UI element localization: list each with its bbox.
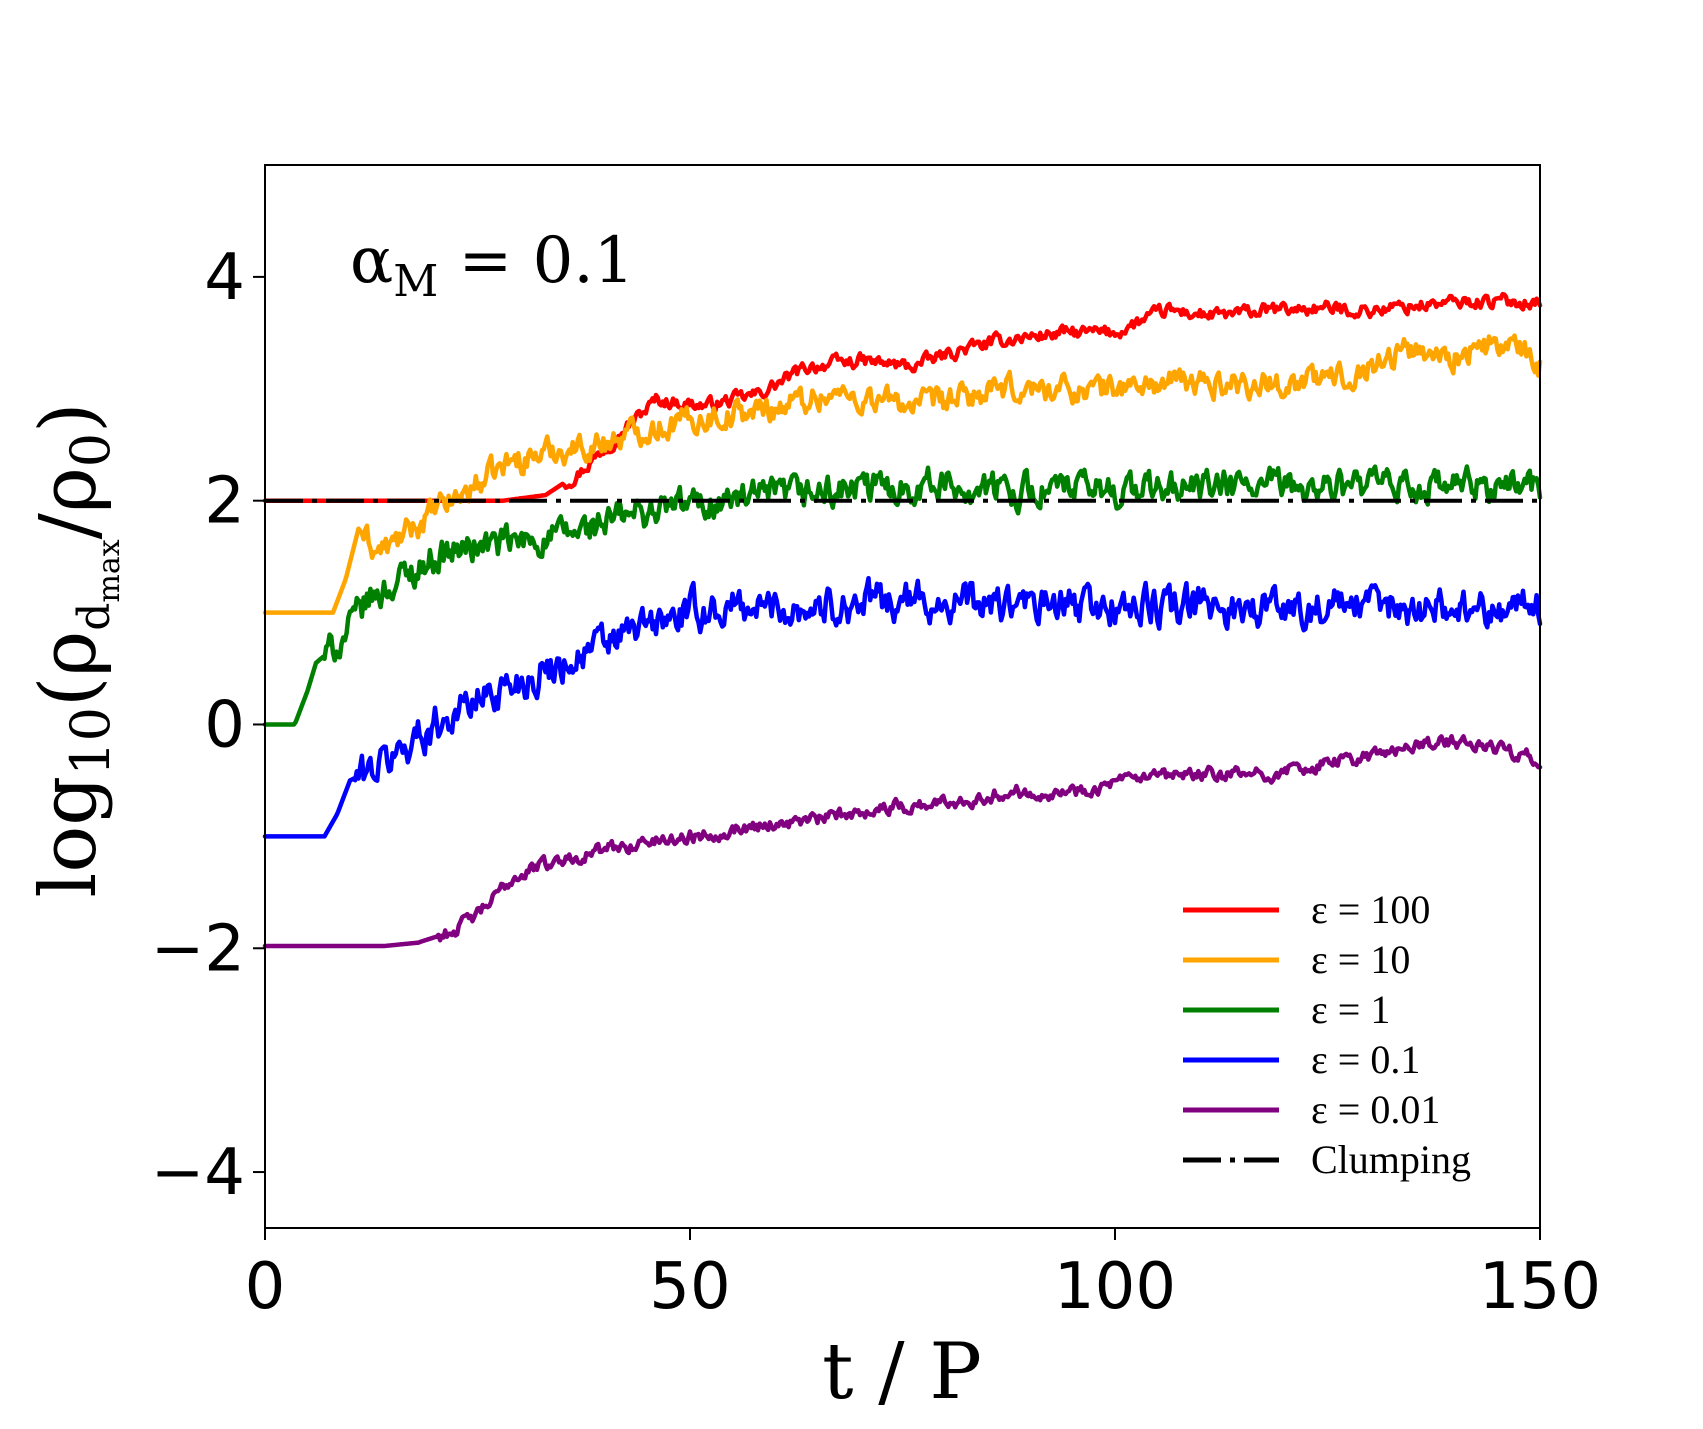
- y-tick-label: 4: [204, 241, 245, 315]
- y-axis: 4 2 0 −2 −4: [151, 241, 265, 1210]
- x-tick-label: 0: [245, 1250, 286, 1324]
- x-axis: 0 50 100 150: [245, 1228, 1601, 1324]
- legend-label-eps-0-01: ε = 0.01: [1311, 1087, 1440, 1132]
- chart-annotation: αM = 0.1: [350, 224, 634, 307]
- series-line-eps-0-01: [262, 733, 1543, 949]
- y-tick-label: −2: [151, 912, 245, 986]
- legend: ε = 100 ε = 10 ε = 1 ε = 0.1 ε = 0.01 Clumpin…: [1183, 887, 1471, 1182]
- y-axis-label: log10(ρdmax/ρ0): [24, 402, 127, 897]
- legend-label-clumping: Clumping: [1311, 1137, 1471, 1182]
- legend-label-eps-100: ε = 100: [1311, 887, 1430, 932]
- series-line-eps-1: [262, 464, 1543, 727]
- series-line-eps-0-1: [262, 575, 1543, 839]
- legend-label-eps-10: ε = 10: [1311, 937, 1410, 982]
- plot-frame: [264, 164, 1541, 1229]
- x-tick-label: 100: [1054, 1250, 1176, 1324]
- series-line-eps-100: [262, 291, 1543, 503]
- x-tick-label: 50: [649, 1250, 730, 1324]
- y-tick-label: 0: [204, 688, 245, 762]
- series-layer: [262, 291, 1543, 949]
- x-tick-label: 150: [1479, 1250, 1601, 1324]
- series-line-eps-10: [262, 333, 1543, 615]
- y-tick-label: 2: [204, 465, 245, 539]
- legend-label-eps-0-1: ε = 0.1: [1311, 1037, 1420, 1082]
- x-axis-label: t / P: [822, 1327, 982, 1417]
- y-tick-label: −4: [151, 1136, 245, 1210]
- legend-label-eps-1: ε = 1: [1311, 987, 1390, 1032]
